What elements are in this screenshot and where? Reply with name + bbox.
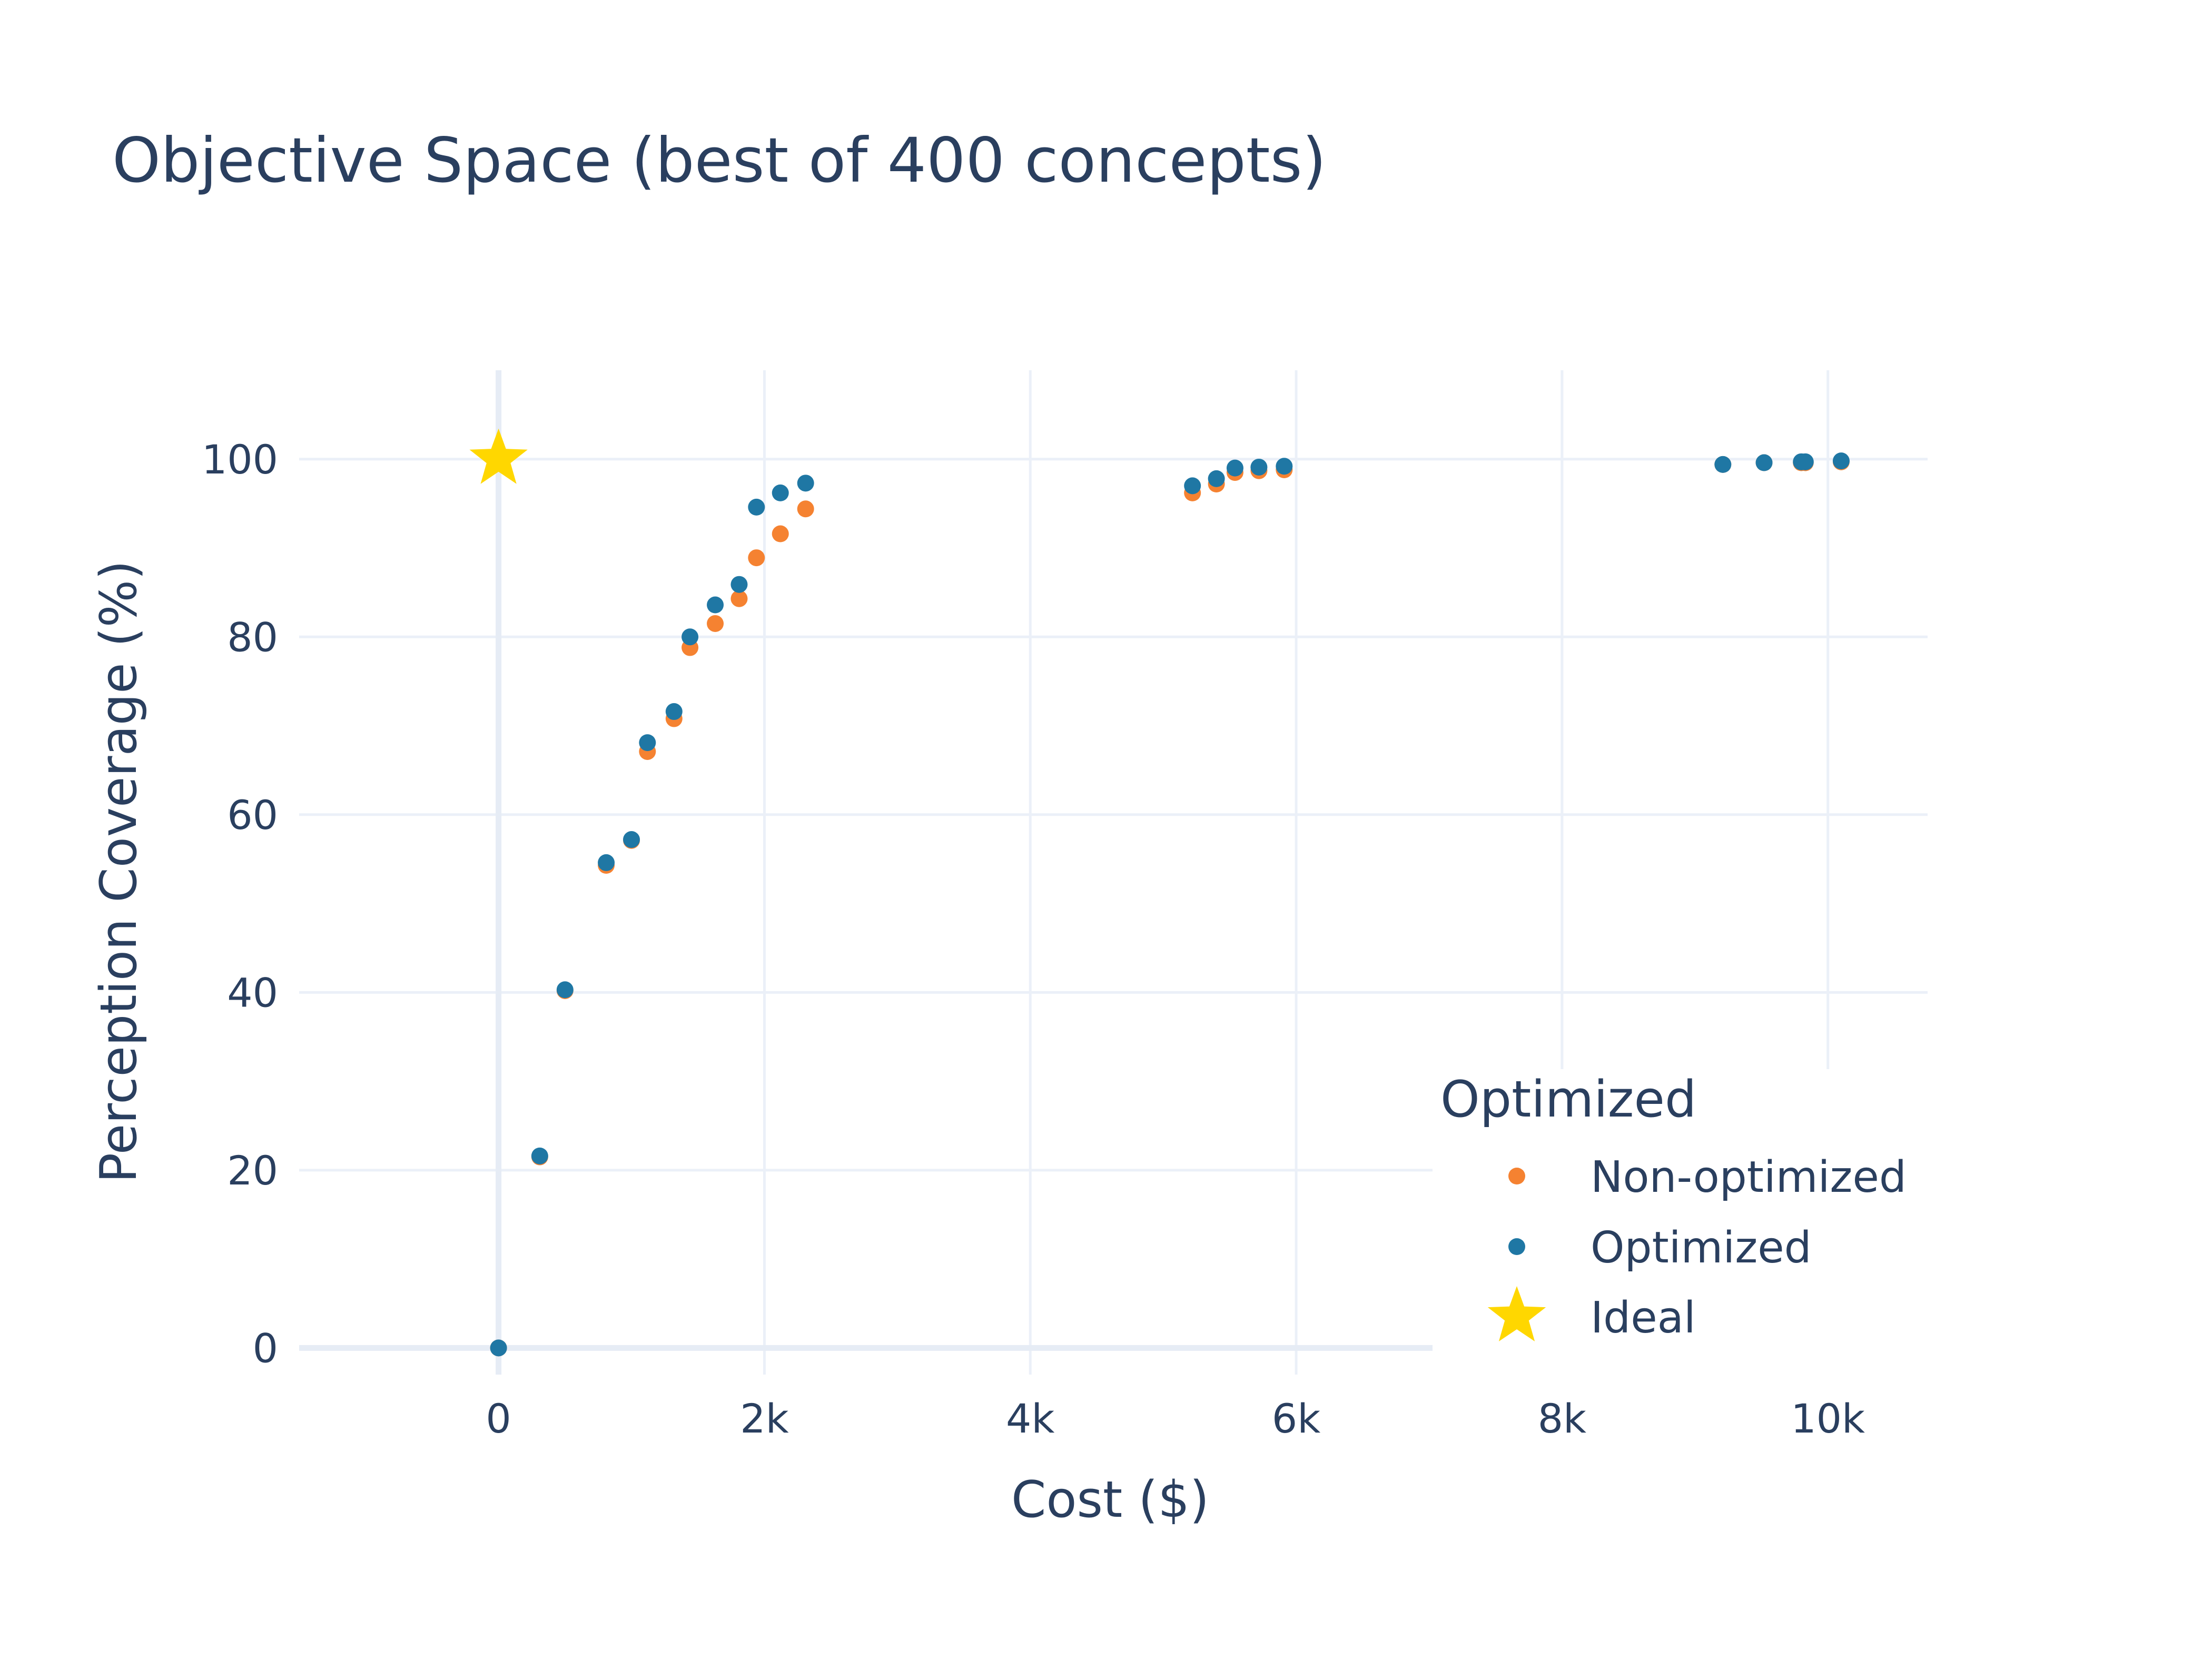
x-tick-label: 6k <box>1272 1395 1320 1442</box>
x-tick-label: 4k <box>1006 1395 1054 1442</box>
legend-item-optimized[interactable]: Optimized <box>1508 1223 1812 1273</box>
legend-title: Optimized <box>1440 1071 1696 1129</box>
x-tick-label: 10k <box>1791 1395 1865 1442</box>
x-tick-label: 8k <box>1538 1395 1586 1442</box>
legend-item-non-optimized[interactable]: Non-optimized <box>1508 1152 1907 1202</box>
optimized-point <box>623 831 640 848</box>
optimized-point <box>1796 453 1814 470</box>
data-markers <box>469 428 1850 1357</box>
y-axis-title: Perception Coverage (%) <box>90 560 148 1183</box>
optimized-point <box>730 576 748 593</box>
x-tick-label: 2k <box>740 1395 788 1442</box>
optimized-point <box>1832 452 1850 470</box>
optimized-point <box>1714 456 1732 473</box>
non-optimized-point <box>748 549 765 567</box>
optimized-point <box>665 703 683 720</box>
optimized-point <box>598 854 615 871</box>
chart-title: Objective Space (best of 400 concepts) <box>112 124 1326 196</box>
optimized-point <box>772 484 789 501</box>
optimized-point <box>1755 454 1773 471</box>
optimized-point <box>490 1339 507 1357</box>
optimized-point <box>1276 458 1293 475</box>
legend-star-icon <box>1487 1286 1546 1341</box>
y-tick-label: 0 <box>253 1325 278 1371</box>
legend-label: Ideal <box>1591 1293 1696 1343</box>
legend-items: Non-optimized Optimized Ideal <box>1487 1152 1907 1343</box>
non-optimized-point <box>797 500 814 518</box>
optimized-point <box>556 981 574 999</box>
legend-item-ideal[interactable]: Ideal <box>1487 1286 1696 1343</box>
ideal-star-marker <box>469 428 528 484</box>
optimized-point <box>531 1147 548 1164</box>
legend-marker-icon <box>1508 1168 1525 1184</box>
non-optimized-point <box>730 590 748 607</box>
optimized-point <box>1226 459 1243 477</box>
ideal-series <box>469 428 528 484</box>
legend-marker-icon <box>1508 1238 1525 1255</box>
y-axis-ticks: 0 20 40 60 80 100 <box>202 436 278 1372</box>
optimized-point <box>748 498 765 516</box>
legend-label: Optimized <box>1591 1223 1812 1273</box>
x-axis-ticks: 0 2k 4k 6k 8k 10k <box>486 1395 1865 1442</box>
x-tick-label: 0 <box>486 1395 511 1442</box>
optimized-series <box>490 452 1850 1357</box>
optimized-point <box>639 734 656 752</box>
optimized-point <box>797 475 814 492</box>
y-tick-label: 20 <box>227 1147 278 1194</box>
legend[interactable]: Optimized Non-optimized Optimized Ideal <box>1433 1069 1938 1380</box>
non-optimized-point <box>707 615 724 632</box>
y-tick-label: 60 <box>227 792 278 838</box>
optimized-point <box>682 628 699 646</box>
legend-label: Non-optimized <box>1591 1152 1907 1202</box>
optimized-point <box>1208 470 1225 487</box>
optimized-point <box>707 596 724 614</box>
x-axis-title: Cost ($) <box>1011 1471 1209 1529</box>
y-tick-label: 100 <box>202 436 278 483</box>
non-optimized-point <box>772 525 789 542</box>
optimized-point <box>1250 458 1268 476</box>
optimized-point <box>1184 477 1201 495</box>
y-tick-label: 80 <box>227 614 278 660</box>
y-tick-label: 40 <box>227 969 278 1016</box>
